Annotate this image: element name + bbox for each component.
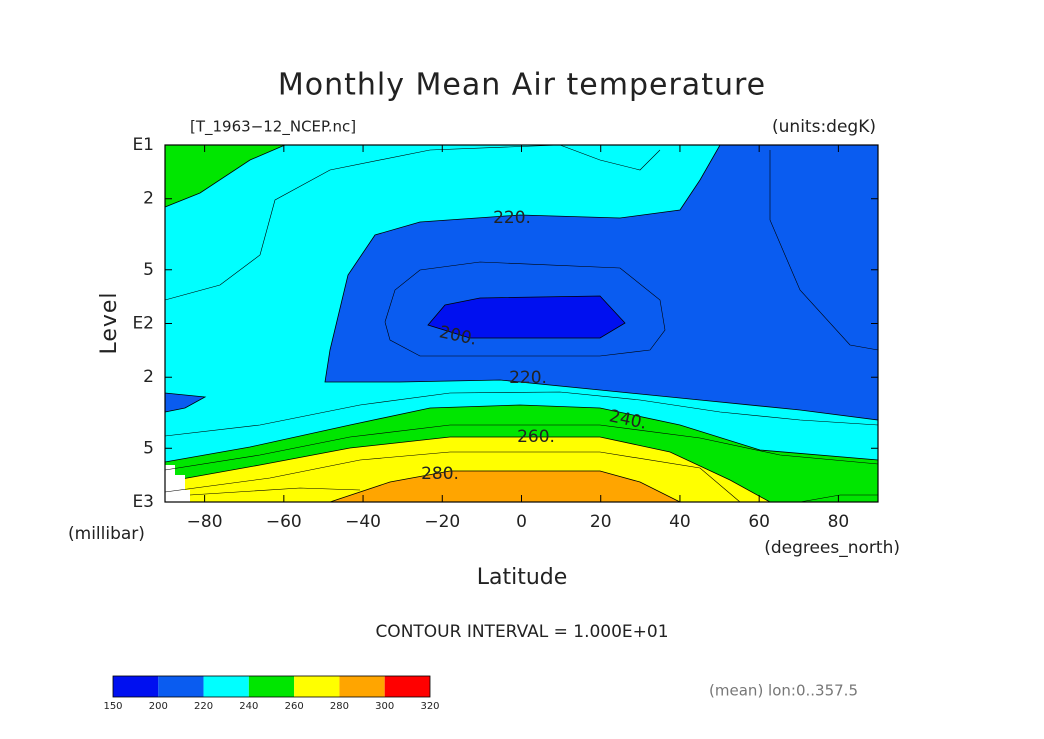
chart-title: Monthly Mean Air temperature	[278, 68, 766, 103]
y-tick-label: 5	[143, 260, 154, 280]
contour-field	[164, 144, 879, 503]
y-tick-label: E1	[132, 135, 154, 155]
contour-region	[324, 144, 879, 421]
units-label: (units:degK)	[772, 117, 876, 137]
contour-label: 220.	[493, 208, 531, 228]
x-tick-label: 60	[748, 512, 770, 532]
colorbar-label: 220	[194, 701, 213, 712]
contour-line	[164, 451, 741, 503]
x-units: (degrees_north)	[764, 538, 900, 558]
y-tick-label: E3	[132, 492, 154, 512]
x-tick-label: −40	[345, 512, 381, 532]
colorbar-label: 200	[149, 701, 168, 712]
missing-cell	[175, 475, 185, 502]
contour-label: 280.	[421, 464, 459, 484]
contour-line	[164, 144, 561, 301]
x-tick-label: −20	[424, 512, 460, 532]
colorbar-segment	[339, 676, 385, 697]
colorbar-label: 320	[420, 701, 439, 712]
contour-line	[769, 150, 879, 351]
colorbar-label: 280	[330, 701, 349, 712]
colorbar-segment	[113, 676, 159, 697]
colorbar-label: 150	[103, 701, 122, 712]
contour-line	[559, 144, 661, 171]
x-tick-label: −80	[187, 512, 223, 532]
y-tick-label: E2	[132, 314, 154, 334]
contour-line	[189, 487, 361, 496]
colorbar-segment	[384, 676, 430, 697]
missing-cell	[185, 490, 190, 502]
colorbar-label: 240	[239, 701, 258, 712]
colorbar-frame	[112, 675, 431, 698]
y-tick-label: 2	[143, 189, 154, 209]
y-tick-label: 2	[143, 367, 154, 387]
colorbar-segment	[158, 676, 204, 697]
colorbar-label: 260	[285, 701, 304, 712]
contour-region	[427, 295, 626, 339]
x-tick-label: −60	[266, 512, 302, 532]
contour-line	[799, 494, 878, 503]
contour-note: CONTOUR INTERVAL = 1.000E+01	[375, 622, 668, 642]
footnote: (mean) lon:0..357.5	[709, 682, 858, 700]
contour-label: 260.	[517, 427, 555, 447]
colorbar-segment	[294, 676, 340, 697]
x-tick-label: 20	[590, 512, 612, 532]
colorbar-label: 300	[375, 701, 394, 712]
y-axis-label: Level	[97, 291, 122, 354]
subtitle: [T_1963−12_NCEP.nc]	[190, 118, 356, 137]
missing-cell	[165, 465, 175, 502]
y-tick-label: 5	[143, 438, 154, 458]
colorbar-segment	[248, 676, 295, 697]
x-tick-label: 80	[828, 512, 850, 532]
x-axis-label: Latitude	[477, 565, 568, 590]
contour-line	[384, 261, 666, 357]
y-units: (millibar)	[68, 524, 145, 544]
contour-line	[164, 424, 879, 471]
contour-label: 220.	[509, 368, 547, 388]
colorbar-segment	[203, 676, 249, 697]
x-tick-label: 0	[516, 512, 527, 532]
x-tick-label: 40	[669, 512, 691, 532]
contour-line	[164, 391, 879, 437]
